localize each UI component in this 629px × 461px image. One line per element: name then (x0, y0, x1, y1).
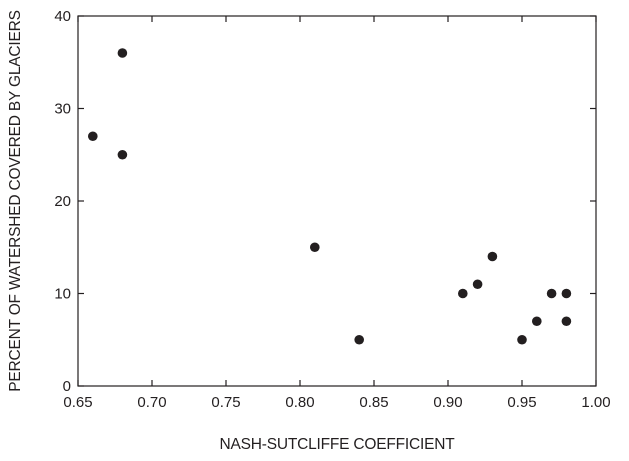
data-point (117, 149, 128, 160)
x-tick-label: 0.85 (359, 394, 388, 411)
data-points (88, 48, 572, 345)
data-point (532, 316, 542, 327)
data-point (354, 334, 365, 345)
plot-frame (77, 15, 597, 387)
y-tick-label: 0 (63, 378, 71, 395)
data-point (310, 242, 320, 253)
x-tick-label: 0.70 (137, 394, 166, 411)
x-axis: 0.65 0.70 0.75 0.80 0.85 0.90 0.95 1.00 (63, 16, 611, 411)
y-tick-label: 20 (54, 193, 71, 210)
data-point (517, 334, 527, 345)
data-point (117, 48, 128, 58)
x-tick-label: 0.90 (433, 394, 462, 411)
data-point (546, 288, 557, 299)
data-point (88, 131, 98, 142)
data-point (472, 279, 483, 290)
x-tick-label: 1.00 (581, 394, 610, 411)
x-tick-label: 0.65 (63, 394, 92, 411)
data-point (561, 288, 572, 299)
data-point (487, 251, 498, 262)
data-point (458, 288, 468, 299)
x-tick-label: 0.95 (507, 394, 536, 411)
x-tick-label: 0.80 (285, 394, 314, 411)
y-tick-label: 30 (54, 101, 71, 118)
y-axis: 0 10 20 30 40 (54, 8, 596, 395)
data-point (561, 316, 572, 327)
y-tick-label: 10 (54, 286, 71, 303)
x-tick-label: 0.75 (211, 394, 240, 411)
x-axis-title: NASH-SUTCLIFFE COEFFICIENT (219, 436, 455, 453)
y-tick-label: 40 (54, 8, 71, 25)
y-axis-title: PERCENT OF WATERSHED COVERED BY GLACIERS (7, 10, 24, 392)
